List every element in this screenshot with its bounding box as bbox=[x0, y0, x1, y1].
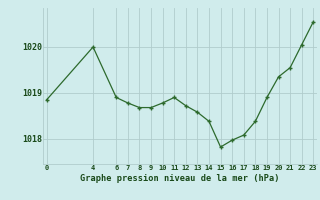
X-axis label: Graphe pression niveau de la mer (hPa): Graphe pression niveau de la mer (hPa) bbox=[80, 174, 280, 183]
